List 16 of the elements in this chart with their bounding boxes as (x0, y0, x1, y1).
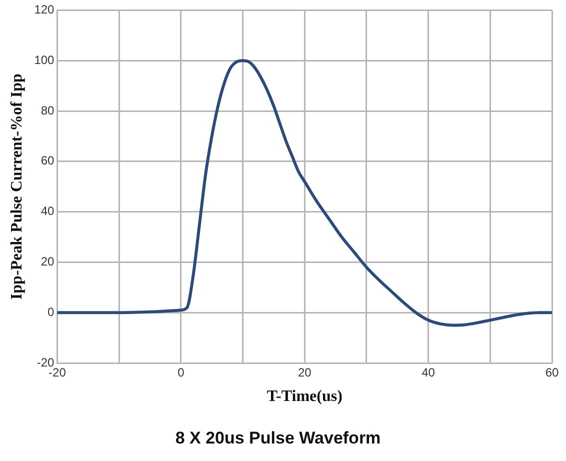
x-tick-label: 20 (298, 366, 312, 380)
x-tick-label: 0 (178, 366, 185, 380)
line-series (57, 59, 552, 327)
x-tick-label: 40 (422, 366, 436, 380)
y-tick-label: 20 (40, 254, 55, 269)
y-tick-label: 60 (40, 154, 55, 168)
y-tick-label: 40 (40, 204, 55, 218)
y-tick-label: 80 (40, 103, 55, 118)
y-tick-label: 120 (34, 2, 55, 17)
y-axis-title: Ipp-Peak Pulse Current-%of Ipp (8, 74, 26, 300)
text: 8 X 20us Pulse Waveform (175, 428, 381, 448)
y-tick-label: 0 (48, 304, 55, 319)
x-axis-title: T-Time(us) (266, 388, 342, 406)
y-tick-label: -20 (36, 355, 55, 370)
x-tick-label: 60 (545, 366, 559, 380)
y-tick-label: 100 (34, 52, 55, 67)
